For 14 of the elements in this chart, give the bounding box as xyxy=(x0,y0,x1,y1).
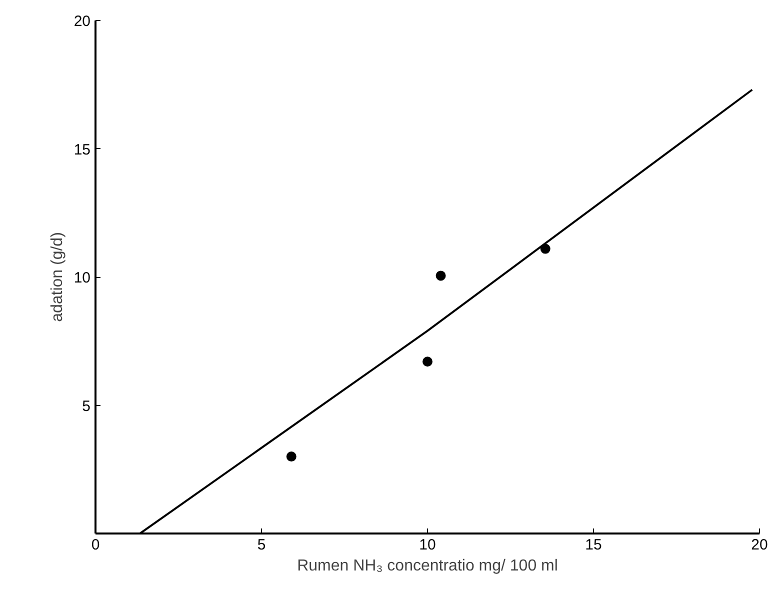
x-tick-label: 15 xyxy=(585,536,602,554)
x-tick-label: 20 xyxy=(751,536,768,554)
x-tick-label: 5 xyxy=(257,536,266,554)
y-tick-label: 10 xyxy=(74,270,91,286)
x-tick-label: 0 xyxy=(91,536,100,554)
y-axis-title: adation (g/d) xyxy=(48,232,66,322)
point xyxy=(286,452,296,462)
point xyxy=(422,356,432,367)
y-tick-label: 20 xyxy=(74,13,91,30)
x-tick-label: 10 xyxy=(419,536,436,554)
y-tick-label: 15 xyxy=(74,141,91,158)
point xyxy=(436,270,446,281)
x-axis-title: Rumen NH₃ concentratio mg/ 100 ml xyxy=(297,558,558,574)
y-tick-label: 5 xyxy=(82,398,90,415)
